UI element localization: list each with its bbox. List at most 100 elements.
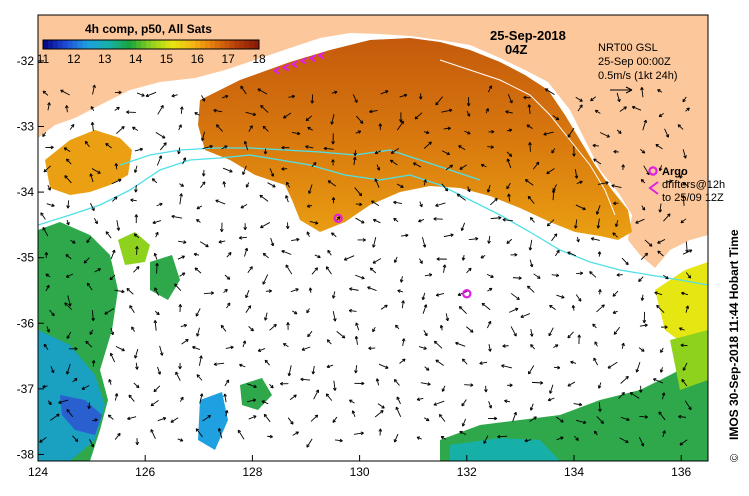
current-arrow-icon bbox=[621, 342, 625, 349]
current-arrow-icon bbox=[616, 273, 623, 277]
current-arrow-icon bbox=[372, 258, 382, 264]
y-tick-label: -32 bbox=[17, 54, 35, 68]
current-arrow-icon bbox=[488, 129, 495, 134]
current-arrow-icon bbox=[640, 252, 649, 261]
current-arrow-icon bbox=[114, 106, 120, 111]
current-arrow-icon bbox=[665, 179, 673, 184]
colorbar-cell bbox=[111, 40, 118, 49]
current-arrow-icon bbox=[528, 365, 535, 375]
current-arrow-icon bbox=[126, 287, 134, 295]
x-tick-label: 124 bbox=[28, 465, 48, 479]
colorbar-cell bbox=[165, 40, 172, 49]
current-arrow-icon bbox=[594, 109, 601, 114]
current-arrow-icon bbox=[330, 114, 335, 125]
current-arrow-icon bbox=[352, 156, 357, 166]
current-arrow-icon bbox=[292, 310, 298, 315]
colorbar-cell bbox=[136, 40, 142, 49]
current-arrow-icon bbox=[257, 348, 266, 352]
current-arrow-icon bbox=[325, 393, 333, 401]
drifter-track-icon bbox=[272, 66, 281, 75]
current-arrow-icon bbox=[611, 184, 622, 189]
current-arrow-icon bbox=[134, 147, 144, 152]
current-arrow-icon bbox=[468, 237, 479, 241]
colorbar-cell bbox=[106, 40, 113, 49]
colorbar-tick-label: 14 bbox=[129, 52, 143, 66]
current-arrow-icon bbox=[49, 309, 55, 317]
current-arrow-icon bbox=[445, 313, 450, 322]
current-arrow-icon bbox=[182, 157, 187, 165]
current-arrow-icon bbox=[480, 163, 487, 168]
sst-southwest-cold bbox=[60, 395, 102, 435]
colorbar-tick-label: 17 bbox=[221, 52, 235, 66]
current-arrow-icon bbox=[435, 202, 446, 207]
colorbar-cell bbox=[239, 40, 245, 49]
current-arrow-icon bbox=[223, 288, 228, 294]
current-arrow-icon bbox=[416, 436, 422, 440]
colorbar-cell bbox=[116, 40, 123, 49]
current-arrow-icon bbox=[682, 249, 693, 255]
current-arrow-icon bbox=[196, 374, 203, 381]
current-arrow-icon bbox=[553, 344, 559, 348]
current-arrow-icon bbox=[642, 119, 648, 131]
current-arrow-icon bbox=[286, 181, 290, 188]
current-arrow-icon bbox=[510, 293, 520, 301]
argo-legend-line1: drifters@12h bbox=[662, 179, 725, 191]
colorbar-cell bbox=[43, 40, 49, 49]
current-arrow-icon bbox=[260, 222, 271, 229]
current-arrow-icon bbox=[135, 246, 139, 255]
current-arrow-icon bbox=[399, 276, 404, 283]
colorbar-cell bbox=[146, 40, 152, 49]
colorbar-cell bbox=[234, 40, 240, 49]
current-arrow-icon bbox=[178, 304, 183, 313]
current-arrow-icon bbox=[640, 149, 646, 154]
current-arrow-icon bbox=[177, 438, 184, 442]
current-arrow-icon bbox=[616, 92, 621, 103]
current-arrow-icon bbox=[155, 231, 159, 238]
date-line2: 04Z bbox=[505, 42, 527, 57]
current-arrow-icon bbox=[660, 347, 664, 353]
current-arrow-icon bbox=[577, 334, 581, 345]
current-arrow-icon bbox=[280, 381, 289, 386]
current-arrow-icon bbox=[378, 428, 383, 436]
current-arrow-icon bbox=[524, 438, 532, 443]
current-arrow-icon bbox=[269, 383, 274, 389]
current-arrow-icon bbox=[530, 344, 536, 350]
current-arrow-icon bbox=[635, 361, 641, 373]
current-arrow-icon bbox=[108, 379, 112, 385]
y-tick-label: -34 bbox=[17, 185, 35, 199]
drifter-track-icon bbox=[317, 51, 325, 60]
current-arrow-icon bbox=[89, 439, 94, 448]
current-arrow-icon bbox=[91, 168, 101, 174]
current-arrow-icon bbox=[111, 178, 122, 185]
current-arrow-icon bbox=[355, 202, 363, 207]
current-arrow-icon bbox=[171, 214, 183, 219]
current-arrow-icon bbox=[556, 294, 565, 299]
current-arrow-icon bbox=[355, 115, 364, 124]
current-arrow-icon bbox=[285, 264, 293, 275]
current-arrow-icon bbox=[551, 233, 558, 242]
current-arrow-icon bbox=[177, 255, 185, 260]
current-arrow-icon bbox=[367, 286, 377, 292]
current-arrow-icon bbox=[638, 276, 644, 282]
current-arrow-icon bbox=[264, 359, 270, 366]
current-arrow-icon bbox=[91, 310, 95, 322]
current-arrow-icon bbox=[618, 392, 625, 399]
colorbar-cell bbox=[209, 40, 216, 49]
y-tick-label: -35 bbox=[17, 251, 35, 265]
x-tick-label: 128 bbox=[242, 465, 262, 479]
current-arrow-icon bbox=[435, 359, 444, 366]
current-arrow-icon bbox=[354, 274, 365, 280]
current-arrow-icon bbox=[397, 289, 403, 293]
y-tick-label: -36 bbox=[17, 316, 35, 330]
current-arrow-icon bbox=[616, 129, 622, 134]
current-arrow-icon bbox=[613, 149, 619, 154]
colorbar-tick-label: 12 bbox=[67, 52, 81, 66]
current-arrow-icon bbox=[461, 418, 467, 427]
current-arrow-icon bbox=[658, 165, 663, 172]
current-arrow-icon bbox=[393, 379, 400, 386]
current-legend-line1: NRT00 GSL bbox=[598, 42, 658, 54]
current-arrow-icon bbox=[399, 112, 403, 123]
y-tick-label: -38 bbox=[17, 447, 35, 461]
current-arrow-icon bbox=[104, 308, 115, 315]
current-arrow-icon bbox=[134, 214, 139, 224]
